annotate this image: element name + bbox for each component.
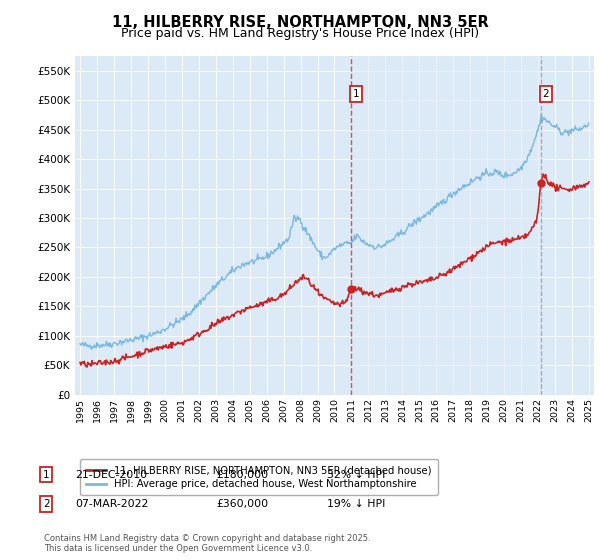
Text: £180,000: £180,000: [216, 470, 268, 480]
Text: Contains HM Land Registry data © Crown copyright and database right 2025.
This d: Contains HM Land Registry data © Crown c…: [44, 534, 370, 553]
Text: 19% ↓ HPI: 19% ↓ HPI: [327, 499, 385, 509]
Text: 32% ↓ HPI: 32% ↓ HPI: [327, 470, 385, 480]
Bar: [351, 56, 541, 395]
Text: 11, HILBERRY RISE, NORTHAMPTON, NN3 5ER: 11, HILBERRY RISE, NORTHAMPTON, NN3 5ER: [112, 15, 488, 30]
Text: 07-MAR-2022: 07-MAR-2022: [75, 499, 148, 509]
Text: 2: 2: [43, 499, 50, 509]
Legend: 11, HILBERRY RISE, NORTHAMPTON, NN3 5ER (detached house), HPI: Average price, de: 11, HILBERRY RISE, NORTHAMPTON, NN3 5ER …: [80, 459, 437, 495]
Text: 21-DEC-2010: 21-DEC-2010: [75, 470, 147, 480]
Text: 2: 2: [542, 89, 550, 99]
Text: 1: 1: [353, 89, 359, 99]
Text: Price paid vs. HM Land Registry's House Price Index (HPI): Price paid vs. HM Land Registry's House …: [121, 27, 479, 40]
Text: 1: 1: [43, 470, 50, 480]
Text: £360,000: £360,000: [216, 499, 268, 509]
